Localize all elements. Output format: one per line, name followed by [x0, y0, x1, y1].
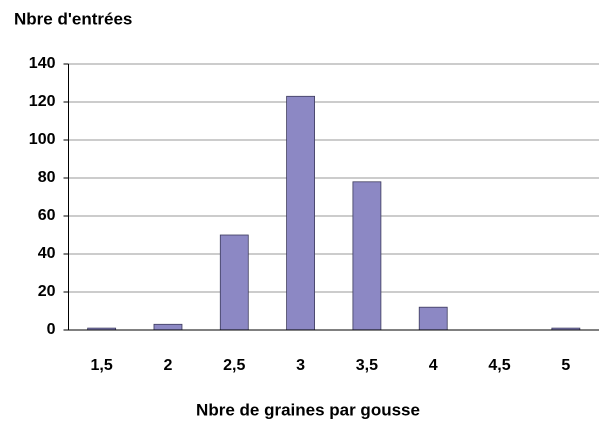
bar [418, 306, 448, 331]
y-tick-label: 140 [29, 55, 56, 72]
y-tick-label: 120 [29, 93, 56, 110]
bar [153, 323, 183, 331]
bar [352, 181, 382, 331]
y-tick-label: 0 [47, 321, 56, 338]
x-tick-label: 3 [296, 357, 305, 374]
y-tick-label: 80 [38, 169, 56, 186]
x-tick-label: 3,5 [356, 357, 378, 374]
x-tick-label: 1,5 [91, 357, 113, 374]
y-tick-label: 20 [38, 283, 56, 300]
x-tick-label: 4,5 [488, 357, 510, 374]
bar [286, 95, 315, 331]
y-axis-title: Nbre d'entrées [14, 9, 132, 28]
x-tick-label: 2,5 [223, 357, 245, 374]
y-tick-label: 40 [38, 245, 56, 262]
y-tick-label: 60 [38, 207, 56, 224]
x-axis-title: Nbre de graines par gousse [196, 400, 420, 419]
y-tick-label: 100 [29, 131, 56, 148]
x-tick-label: 2 [164, 357, 173, 374]
x-tick-label: 4 [429, 357, 438, 374]
x-tick-label: 5 [561, 357, 570, 374]
bar [219, 234, 249, 331]
